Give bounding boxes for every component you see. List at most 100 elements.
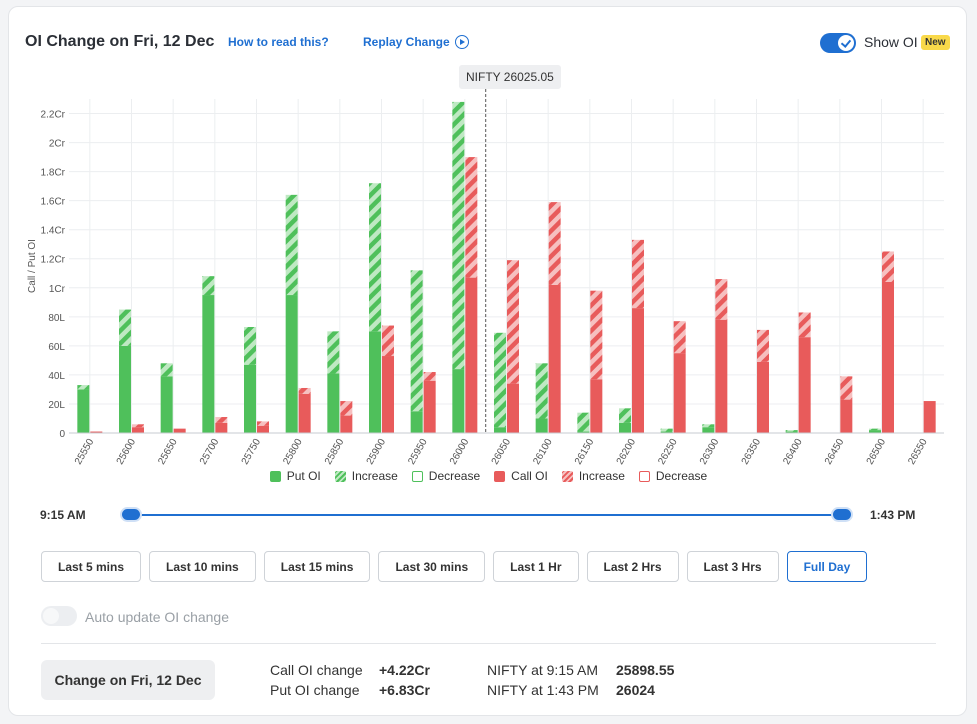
- put-oi-increase-bar[interactable]: [119, 309, 131, 346]
- call-oi-bar[interactable]: [215, 422, 228, 433]
- last-15-mins-button[interactable]: Last 15 mins: [263, 551, 371, 582]
- put-oi-bar[interactable]: [535, 418, 548, 433]
- put-oi-bar[interactable]: [702, 427, 715, 433]
- call-oi-increase-bar[interactable]: [548, 202, 561, 285]
- call-oi-increase-bar[interactable]: [715, 279, 728, 320]
- put-oi-increase-bar[interactable]: [160, 363, 173, 377]
- put-oi-bar[interactable]: [244, 364, 256, 433]
- time-range-slider[interactable]: [133, 514, 843, 516]
- call-oi-bar[interactable]: [715, 319, 728, 433]
- call-oi-bar[interactable]: [340, 415, 353, 433]
- put-oi-bar[interactable]: [327, 373, 340, 433]
- put-oi-bar[interactable]: [452, 369, 465, 433]
- call-oi-increase-bar[interactable]: [215, 417, 228, 423]
- call-oi-bar[interactable]: [882, 281, 894, 433]
- replay-change-link[interactable]: Replay Change: [363, 35, 450, 49]
- call-oi-increase-bar[interactable]: [340, 401, 353, 416]
- call-oi-bar[interactable]: [132, 427, 144, 433]
- full-day-button[interactable]: Full Day: [786, 551, 868, 582]
- call-oi-swatch: [494, 470, 506, 482]
- call-oi-increase-bar[interactable]: [507, 260, 519, 384]
- auto-update-toggle[interactable]: [41, 606, 77, 626]
- call-oi-bar[interactable]: [798, 337, 811, 433]
- call-oi-increase-bar[interactable]: [465, 157, 478, 278]
- put-oi-increase-bar[interactable]: [452, 101, 465, 370]
- put-oi-bar[interactable]: [369, 331, 381, 433]
- slider-end-handle[interactable]: [831, 507, 853, 522]
- legend-call-increase[interactable]: Increase: [561, 469, 625, 483]
- put-oi-increase-bar[interactable]: [660, 428, 673, 432]
- put-oi-bar[interactable]: [119, 345, 131, 433]
- call-oi-bar[interactable]: [548, 284, 561, 433]
- put-oi-increase-bar[interactable]: [869, 428, 881, 431]
- call-oi-bar[interactable]: [382, 356, 394, 433]
- put-oi-increase-bar[interactable]: [577, 412, 590, 432]
- put-oi-bar[interactable]: [410, 411, 423, 433]
- put-oi-increase-bar[interactable]: [410, 270, 423, 412]
- call-oi-increase-bar[interactable]: [132, 424, 144, 428]
- call-oi-bar[interactable]: [173, 428, 186, 433]
- call-oi-bar[interactable]: [257, 425, 269, 433]
- call-oi-bar[interactable]: [840, 399, 853, 433]
- slider-start-handle[interactable]: [120, 507, 142, 522]
- put-oi-bar[interactable]: [785, 431, 798, 433]
- last-30-mins-button[interactable]: Last 30 mins: [378, 551, 486, 582]
- call-oi-increase-bar[interactable]: [423, 372, 436, 381]
- call-oi-increase-bar[interactable]: [673, 321, 686, 354]
- legend-call-oi[interactable]: Call OI: [494, 469, 548, 483]
- put-oi-bar[interactable]: [660, 431, 673, 433]
- last-2-hrs-button[interactable]: Last 2 Hrs: [586, 551, 679, 582]
- put-oi-increase-bar[interactable]: [285, 194, 298, 296]
- call-oi-bar[interactable]: [673, 353, 686, 433]
- call-oi-bar[interactable]: [298, 393, 311, 433]
- put-oi-increase-bar[interactable]: [202, 276, 215, 296]
- put-oi-bar[interactable]: [285, 295, 298, 433]
- last-10-mins-button[interactable]: Last 10 mins: [149, 551, 256, 582]
- call-oi-bar[interactable]: [632, 308, 644, 433]
- call-oi-increase-bar[interactable]: [798, 312, 811, 338]
- call-oi-increase-bar[interactable]: [882, 251, 894, 282]
- call-oi-increase-bar[interactable]: [840, 376, 853, 400]
- call-oi-bar[interactable]: [590, 379, 603, 433]
- legend-put-increase[interactable]: Increase: [334, 469, 398, 483]
- put-oi-bar[interactable]: [619, 422, 631, 433]
- last-1-hr-button[interactable]: Last 1 Hr: [493, 551, 579, 582]
- legend-label: Call OI: [511, 469, 548, 483]
- call-oi-bar[interactable]: [465, 277, 478, 433]
- put-oi-bar[interactable]: [77, 389, 90, 433]
- put-oi-increase-bar[interactable]: [785, 430, 798, 432]
- change-date-button[interactable]: Change on Fri, 12 Dec: [41, 660, 215, 700]
- put-oi-bar[interactable]: [202, 295, 215, 433]
- call-oi-bar[interactable]: [757, 361, 769, 433]
- put-oi-increase-bar[interactable]: [77, 385, 90, 390]
- call-oi-increase-bar[interactable]: [298, 387, 311, 394]
- call-oi-bar[interactable]: [423, 380, 436, 433]
- put-oi-bar[interactable]: [494, 427, 506, 433]
- how-to-read-link[interactable]: How to read this?: [228, 35, 329, 49]
- legend-put-decrease[interactable]: Decrease: [411, 469, 480, 483]
- put-oi-increase-bar[interactable]: [535, 363, 548, 419]
- put-oi-increase-bar[interactable]: [327, 331, 340, 374]
- call-oi-bar[interactable]: [923, 401, 936, 433]
- show-oi-toggle[interactable]: [820, 33, 856, 53]
- call-oi-increase-bar[interactable]: [257, 421, 269, 426]
- last-5-mins-button[interactable]: Last 5 mins: [41, 551, 142, 582]
- put-oi-bar[interactable]: [160, 376, 173, 433]
- put-oi-increase-bar[interactable]: [244, 326, 256, 365]
- call-oi-bar[interactable]: [507, 383, 519, 433]
- call-oi-increase-bar[interactable]: [632, 239, 644, 309]
- legend-call-decrease[interactable]: Decrease: [638, 469, 707, 483]
- call-oi-increase-bar[interactable]: [590, 290, 603, 380]
- put-oi-increase-bar[interactable]: [369, 183, 381, 332]
- put-oi-increase-bar[interactable]: [619, 408, 631, 423]
- last-3-hrs-button[interactable]: Last 3 Hrs: [686, 551, 779, 582]
- call-oi-increase-bar[interactable]: [757, 329, 769, 362]
- legend-put-oi[interactable]: Put OI: [269, 469, 321, 483]
- put-oi-increase-bar[interactable]: [702, 424, 715, 428]
- put-oi-increase-bar[interactable]: [494, 332, 506, 428]
- put-oi-bar[interactable]: [869, 430, 881, 433]
- call-oi-bar[interactable]: [90, 431, 103, 433]
- play-icon[interactable]: [455, 35, 469, 49]
- put-oi-bar[interactable]: [577, 431, 590, 433]
- call-oi-increase-bar[interactable]: [382, 325, 394, 357]
